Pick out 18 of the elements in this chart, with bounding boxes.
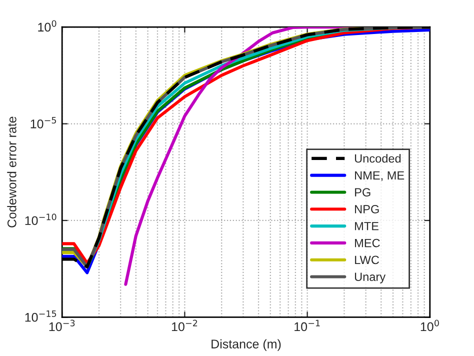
legend-label: LWC (355, 256, 379, 264)
x-tick-label: 10$^{−3}$ (49, 320, 75, 332)
y-tick-label: 10$^{0}$ (38, 20, 56, 32)
legend-label: Unary (354, 272, 386, 284)
y-tick-label: 10$^{−10}$ (25, 214, 56, 226)
y-tick-label: 10$^{−15}$ (25, 310, 56, 322)
y-axis-title: Codeword error rate (7, 116, 16, 228)
y-tick-label: 10$^{−5}$ (30, 117, 56, 128)
x-tick-label: 10$^{−1}$ (294, 320, 320, 332)
legend-label: NPG (355, 205, 379, 214)
legend-label: PG (355, 188, 370, 196)
legend-label: Uncoded (354, 154, 401, 163)
x-axis-title: Distance (m) (212, 339, 281, 351)
legend-label: NME, ME (355, 171, 404, 181)
x-tick-label: 10$^{0}$ (420, 320, 439, 332)
legend-label: MEC (355, 238, 380, 248)
x-tick-label: 10$^{−2}$ (172, 320, 198, 332)
legend-label: MTE (355, 222, 378, 230)
